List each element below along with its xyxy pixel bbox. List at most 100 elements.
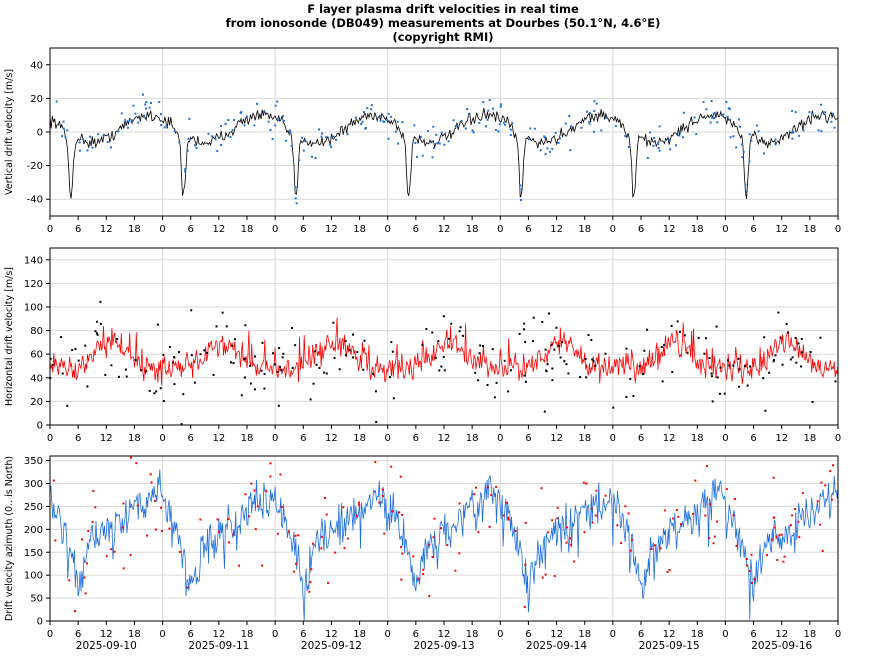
scatter-point [524,563,527,566]
scatter-point [511,121,514,124]
scatter-point [540,487,543,490]
scatter-point [547,312,550,315]
y-tick-label: 80 [30,326,43,337]
x-tick-label: 12 [212,433,225,444]
scatter-point [239,112,242,115]
scatter-point [330,146,333,149]
scatter-point [446,544,449,547]
scatter-point [819,103,822,106]
scatter-point [240,111,243,114]
scatter-point [499,103,502,106]
scatter-point [770,538,773,541]
scatter-point [362,368,365,371]
scatter-point [748,569,751,572]
scatter-point [797,134,800,137]
scatter-point [612,406,615,409]
scatter-point [321,132,324,135]
scatter-point [679,131,682,134]
scatter-point [110,548,113,551]
scatter-point [140,369,143,372]
y-tick-label: 100 [24,303,43,314]
scatter-point [399,475,402,478]
scatter-point [338,368,341,371]
x-tick-label: 18 [353,629,366,640]
scatter-point [370,108,373,111]
scatter-point [366,107,369,110]
scatter-point [748,133,751,136]
scatter-point [544,153,547,156]
x-tick-label: 0 [835,629,841,640]
scatter-point [318,128,321,131]
scatter-point [694,479,697,482]
scatter-point [745,557,748,560]
scatter-point [95,320,98,323]
date-label: 2025-09-10 [76,640,137,652]
scatter-point [493,396,496,399]
x-tick-label: 6 [750,629,756,640]
scatter-point [187,137,190,140]
x-tick-label: 6 [525,433,531,444]
x-tick-label: 6 [750,433,756,444]
scatter-point [625,347,628,350]
scatter-point [83,576,86,579]
scatter-point [442,315,445,318]
scatter-point [458,502,461,505]
scatter-point [733,497,736,500]
scatter-point [704,514,707,517]
scatter-point [193,144,196,147]
x-tick-label: 18 [578,629,591,640]
x-tick-label: 18 [803,433,816,444]
x-tick-label: 6 [525,224,531,235]
scatter-point [523,328,526,331]
scatter-point [297,534,300,537]
scatter-point [524,521,527,524]
y-tick-label: -40 [27,195,43,206]
scatter-point [190,354,193,357]
scatter-point [786,331,789,334]
scatter-point [244,324,247,327]
scatter-point [145,101,148,104]
scatter-point [431,331,434,334]
scatter-point [310,155,313,158]
scatter-point [207,132,210,135]
scatter-point [160,506,163,509]
scatter-point [725,487,728,490]
scatter-point [772,360,775,363]
scatter-point [658,149,661,152]
scatter-point [732,364,735,367]
scatter-point [746,384,749,387]
scatter-point [677,515,680,518]
scatter-point [726,359,729,362]
scatter-point [764,409,767,412]
scatter-point [556,517,559,520]
scatter-point [256,505,259,508]
scatter-point [440,365,443,368]
scatter-point [800,365,803,368]
scatter-point [91,521,94,524]
scatter-point [428,595,431,598]
scatter-point [494,128,497,131]
scatter-point [693,116,696,119]
scatter-point [492,107,495,110]
scatter-point [679,330,682,333]
scatter-point [136,504,139,507]
scatter-point [214,138,217,141]
scatter-point [710,375,713,378]
x-tick-label: 0 [610,629,616,640]
scatter-point [776,558,779,561]
scatter-point [253,124,256,127]
scatter-point [482,344,485,347]
scatter-point [159,387,162,390]
scatter-point [594,514,597,517]
scatter-point [396,120,399,123]
scatter-point [789,524,792,527]
scatter-point [290,145,293,148]
scatter-point [708,357,711,360]
scatter-point [458,330,461,333]
scatter-point [561,341,564,344]
scatter-point [762,152,765,155]
scatter-point [738,368,741,371]
scatter-point [741,143,744,146]
scatter-point [568,115,571,118]
